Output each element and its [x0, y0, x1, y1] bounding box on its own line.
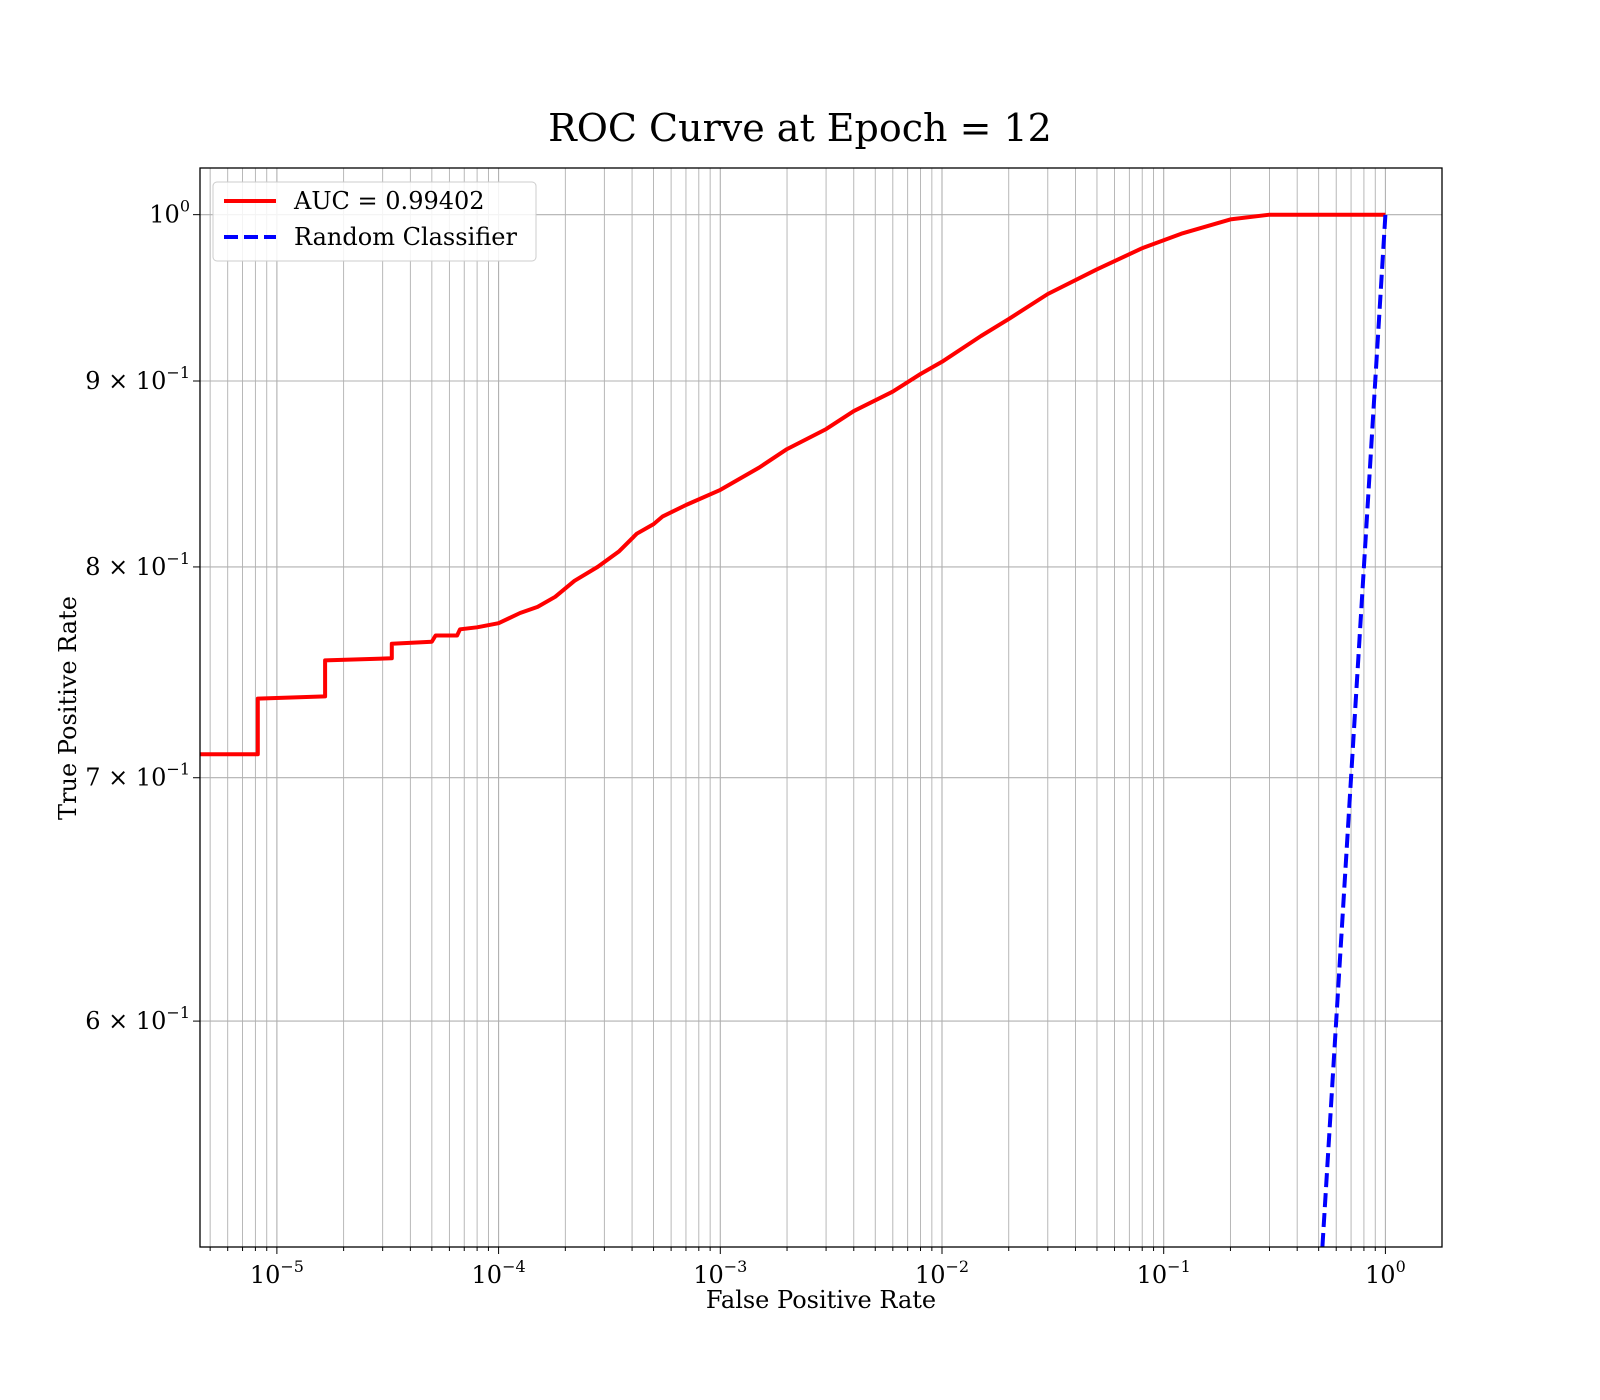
x-tick-label: 10−4	[472, 1257, 526, 1289]
series-line-1	[1320, 214, 1388, 1247]
x-tick-label: 10−1	[1137, 1257, 1191, 1289]
x-tick-label: 10−5	[250, 1257, 304, 1289]
legend-label-1: Random Classifier	[294, 223, 517, 251]
legend-box	[212, 181, 537, 262]
x-axis-label: False Positive Rate	[706, 1286, 936, 1314]
legend-label-0: AUC = 0.99402	[293, 187, 485, 215]
y-axis-label: True Positive Rate	[54, 596, 82, 820]
y-tick-label: 6 × 10−1	[85, 1003, 190, 1035]
y-tick-label: 100	[149, 197, 190, 229]
chart-title: ROC Curve at Epoch = 12	[548, 106, 1052, 150]
axis-ticks: 10−5 10−4 10−3 10−2 10−1 100 100 9 × 10−1 8 × 10…	[85, 197, 1406, 1289]
series-line-0	[200, 212, 1386, 757]
grid-lines	[200, 168, 1442, 1247]
plot-frame	[199, 167, 1443, 1248]
y-tick-label: 9 × 10−1	[85, 363, 190, 395]
plot-area	[200, 212, 1388, 1247]
x-tick-label: 100	[1365, 1257, 1406, 1289]
y-tick-label: 8 × 10−1	[85, 549, 190, 581]
legend: AUC = 0.99402 Random Classifier	[212, 181, 537, 262]
x-tick-label: 10−2	[915, 1257, 969, 1289]
y-tick-label: 7 × 10−1	[85, 760, 190, 792]
x-tick-label: 10−3	[693, 1257, 747, 1289]
